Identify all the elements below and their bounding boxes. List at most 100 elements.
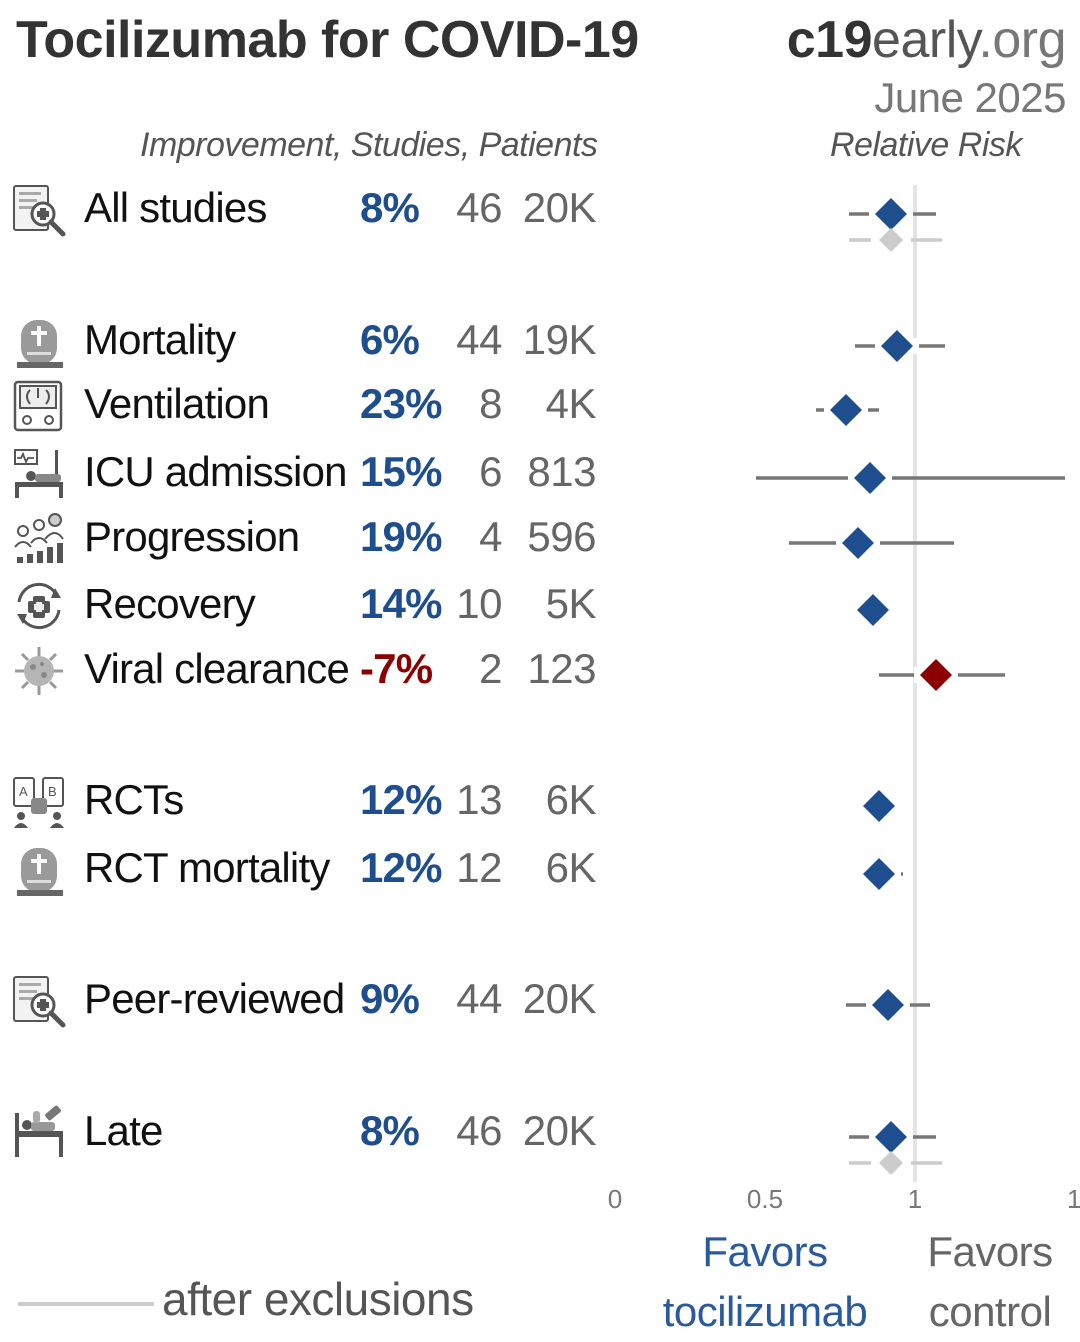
improvement-value: 12% xyxy=(360,844,442,891)
improvement-value: 9% xyxy=(360,975,420,1022)
study-count: 8 xyxy=(479,380,502,427)
improvement-value: 8% xyxy=(360,1107,420,1154)
study-count: 12 xyxy=(456,844,502,891)
outcome-row[interactable]: Viral clearance -7% 2 123 xyxy=(0,641,610,701)
gravestone-icon xyxy=(10,314,68,370)
effect-diamond xyxy=(875,1121,907,1153)
study-count: 2 xyxy=(479,645,502,692)
outcome-row[interactable]: Recovery 14% 10 5K xyxy=(0,576,610,636)
recovery-icon xyxy=(10,578,68,634)
all-studies-icon xyxy=(10,973,68,1029)
favors-control-line1: Favors xyxy=(927,1228,1053,1275)
patient-count: 596 xyxy=(527,513,596,560)
outcome-label: Peer-reviewed xyxy=(84,975,345,1022)
outcome-label: ICU admission xyxy=(84,448,347,495)
outcome-label: RCTs xyxy=(84,776,184,823)
svg-text:A: A xyxy=(19,784,28,799)
forest-row-mark xyxy=(849,1121,942,1175)
effect-diamond xyxy=(857,594,889,626)
brand-end: .org xyxy=(978,11,1066,69)
icu-bed-icon xyxy=(10,446,68,502)
favors-treatment-line1: Favors xyxy=(702,1228,828,1275)
outcome-row[interactable]: Progression 19% 4 596 xyxy=(0,509,610,569)
outcome-label: Progression xyxy=(84,513,300,560)
study-count: 13 xyxy=(456,776,502,823)
patient-count: 20K xyxy=(522,184,597,231)
effect-diamond xyxy=(863,858,895,890)
patient-count: 6K xyxy=(545,776,597,823)
effect-diamond xyxy=(842,527,874,559)
improvement-value: 23% xyxy=(360,380,442,427)
effect-diamond xyxy=(920,659,952,691)
brand-mid: early xyxy=(872,11,979,69)
forest-row-mark xyxy=(756,462,1065,494)
outcome-row[interactable]: Ventilation 23% 8 4K xyxy=(0,376,610,436)
patient-count: 4K xyxy=(545,380,597,427)
patient-count: 5K xyxy=(545,580,597,627)
exclusion-diamond xyxy=(879,228,903,252)
forest-row-mark xyxy=(849,198,942,252)
favors-treatment-line2: tocilizumab xyxy=(662,1288,868,1335)
improvement-value: 14% xyxy=(360,580,442,627)
outcome-row[interactable]: Peer-reviewed 9% 44 20K xyxy=(0,971,610,1031)
improvement-value: -7% xyxy=(360,645,433,692)
ventilator-icon xyxy=(10,378,68,434)
outcome-label: Ventilation xyxy=(84,380,270,427)
favors-control-label: Favors control xyxy=(880,1222,1080,1342)
relative-risk-header: Relative Risk xyxy=(830,126,1022,164)
brand-logo[interactable]: c19early.org xyxy=(786,10,1067,70)
patient-count: 19K xyxy=(522,316,597,363)
outcome-row[interactable]: Late 8% 46 20K xyxy=(0,1103,610,1163)
outcome-row[interactable]: RCT mortality 12% 12 6K xyxy=(0,840,610,900)
improvement-value: 15% xyxy=(360,448,442,495)
exclusion-legend-line xyxy=(18,1302,154,1306)
study-count: 6 xyxy=(479,448,502,495)
virus-icon xyxy=(10,643,68,699)
patient-count: 6K xyxy=(545,844,597,891)
outcome-row[interactable]: Mortality 6% 44 19K xyxy=(0,312,610,372)
favors-treatment-label: Favors tocilizumab xyxy=(650,1222,880,1342)
progression-icon xyxy=(10,511,68,567)
x-tick-label: 1 xyxy=(908,1184,922,1214)
study-count: 46 xyxy=(456,184,502,231)
outcome-label: RCT mortality xyxy=(84,844,330,891)
outcome-row[interactable]: A B RCTs 12% 13 6K xyxy=(0,772,610,832)
effect-diamond xyxy=(854,462,886,494)
effect-diamond xyxy=(875,198,907,230)
outcome-label: Recovery xyxy=(84,580,256,627)
late-treatment-icon xyxy=(10,1105,68,1161)
forest-row-mark xyxy=(857,858,903,890)
report-date: June 2025 xyxy=(874,74,1066,121)
improvement-value: 6% xyxy=(360,316,420,363)
patient-count: 20K xyxy=(522,975,597,1022)
study-count: 44 xyxy=(456,316,502,363)
effect-diamond xyxy=(863,790,895,822)
effect-diamond xyxy=(830,394,862,426)
brand-bold: c19 xyxy=(786,11,873,69)
effect-diamond xyxy=(881,330,913,362)
outcome-row[interactable]: ICU admission 15% 6 813 xyxy=(0,444,610,504)
study-count: 46 xyxy=(456,1107,502,1154)
exclusion-legend-label: after exclusions xyxy=(162,1273,474,1325)
effect-diamond xyxy=(872,989,904,1021)
gravestone-icon xyxy=(10,842,68,898)
favors-control-line2: control xyxy=(928,1288,1052,1335)
forest-row-mark xyxy=(816,394,879,426)
outcome-row[interactable]: All studies 8% 46 20K xyxy=(0,180,610,240)
page-title: Tocilizumab for COVID-19 xyxy=(16,11,639,69)
patient-count: 813 xyxy=(527,448,596,495)
forest-row-mark xyxy=(855,330,945,362)
column-header: Improvement, Studies, Patients xyxy=(140,126,598,164)
forest-row-mark xyxy=(879,659,1005,691)
forest-row-mark xyxy=(851,594,895,626)
study-count: 44 xyxy=(456,975,502,1022)
improvement-value: 19% xyxy=(360,513,442,560)
svg-text:B: B xyxy=(48,784,57,799)
forest-row-mark xyxy=(846,989,930,1021)
patient-count: 20K xyxy=(522,1107,597,1154)
x-tick-label: 1.5+ xyxy=(1067,1184,1080,1214)
patient-count: 123 xyxy=(527,645,596,692)
forest-row-mark xyxy=(857,790,901,822)
